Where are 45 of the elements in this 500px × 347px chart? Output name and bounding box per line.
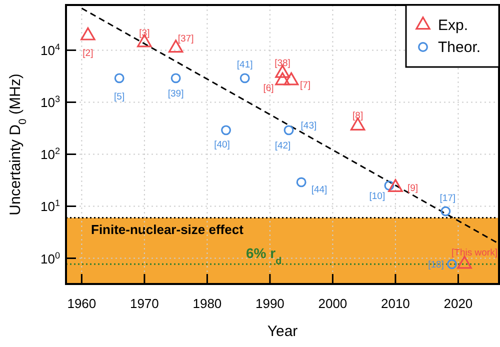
y-tick-label: 10$^{3}$ — [40, 94, 60, 110]
annotation: [18] — [428, 260, 444, 271]
legend-label: Exp. — [438, 17, 468, 34]
x-tick-label: 1990 — [255, 296, 284, 311]
point — [446, 259, 457, 270]
annotation: [6] — [263, 83, 274, 94]
annotation: [43] — [300, 120, 317, 132]
annotation: [7] — [300, 80, 311, 92]
annotation: [37] — [178, 34, 194, 45]
annotation: [17] — [440, 192, 456, 204]
legend-label: Theor. — [438, 39, 481, 56]
point — [80, 27, 96, 40]
annotation: [9] — [407, 182, 418, 194]
x-tick-label: 1980 — [192, 296, 222, 311]
annotation: [10] — [369, 191, 386, 202]
annotation: [39] — [168, 88, 184, 100]
annotation: [5] — [114, 92, 125, 103]
y-tick-label: 10$^{0}$ — [40, 250, 60, 266]
point — [275, 72, 290, 86]
ref-line-label: 6% r$_{d}$ — [246, 245, 282, 267]
x-tick-label: 2000 — [318, 296, 348, 311]
annotation: [8] — [352, 110, 364, 122]
point — [388, 179, 403, 192]
point — [284, 125, 294, 136]
point — [384, 180, 394, 191]
annotation: [40] — [214, 140, 230, 151]
annotation: [2] — [82, 48, 94, 60]
x-tick-label: 2020 — [444, 296, 473, 311]
annotation: [44] — [311, 184, 328, 196]
annotation: [This work] — [452, 248, 498, 259]
point — [221, 125, 232, 136]
point — [284, 72, 299, 86]
x-tick-label: 2010 — [380, 296, 410, 311]
point — [440, 206, 451, 216]
annotation: [41] — [236, 60, 253, 71]
y-tick-label: 10$^{2}$ — [40, 146, 60, 162]
x-tick-label: 1960 — [67, 296, 96, 311]
y-tick-label: 10$^{1}$ — [40, 198, 60, 214]
y-tick-label: 10$^{4}$ — [40, 42, 60, 58]
x-axis-title: Year — [267, 323, 298, 340]
band-label: Finite-nuclear-size effect — [91, 222, 244, 237]
x-tick-label: 1970 — [130, 296, 159, 311]
annotation: [38] — [274, 58, 290, 69]
point — [296, 177, 306, 188]
annotation: [42] — [274, 140, 291, 152]
